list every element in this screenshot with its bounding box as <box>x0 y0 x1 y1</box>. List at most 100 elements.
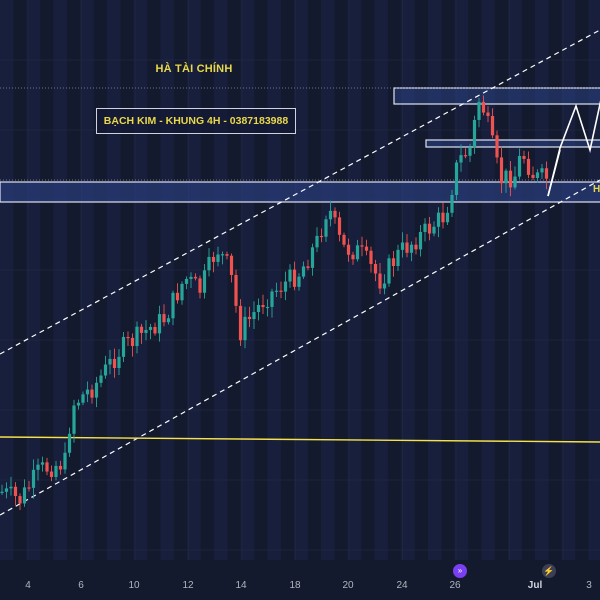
candle-body <box>211 256 216 262</box>
candle-body <box>490 116 495 136</box>
session-stripe <box>428 0 442 560</box>
candle-body <box>225 254 229 256</box>
resistance-zone-top[interactable] <box>393 87 600 105</box>
session-stripe <box>347 0 362 560</box>
candle-body <box>63 452 67 470</box>
candle-body <box>49 471 54 478</box>
candle-body <box>153 326 157 334</box>
candle-body <box>517 156 522 177</box>
candle-body <box>436 212 441 227</box>
candle-body <box>346 244 351 255</box>
info-text-box[interactable]: BẠCH KIM - KHUNG 4H - 0387183988 <box>96 108 296 134</box>
session-stripe <box>588 0 600 560</box>
candle-body <box>265 306 270 309</box>
candle-body <box>220 254 225 256</box>
candle-body <box>139 326 144 333</box>
session-stripe <box>454 0 469 560</box>
candle-body <box>135 326 139 347</box>
candle-body <box>544 168 549 179</box>
candle-body <box>432 226 436 234</box>
candle-body <box>472 119 477 148</box>
candle-body <box>481 101 486 113</box>
x-tick-label: 3 <box>586 580 592 591</box>
candle-body <box>261 304 265 308</box>
x-tick-label: 18 <box>289 580 301 591</box>
candle-body <box>31 469 36 488</box>
candle-body <box>130 337 135 347</box>
double-chevron-icon[interactable]: » <box>453 564 467 578</box>
candle-body <box>108 358 112 365</box>
session-stripe <box>0 0 14 560</box>
resistance-zone-mid[interactable] <box>425 139 600 148</box>
support-horizontal-line[interactable] <box>0 436 600 443</box>
candle-body <box>409 244 414 253</box>
support-zone[interactable] <box>0 181 600 203</box>
session-stripe <box>80 0 94 560</box>
candle-body <box>274 290 279 292</box>
x-tick-label: 6 <box>78 580 84 591</box>
candle-body <box>99 375 103 383</box>
candle-body <box>405 242 409 253</box>
session-stripe <box>321 0 335 560</box>
candle-body <box>499 157 504 184</box>
candle-body <box>342 234 346 245</box>
candle-body <box>351 254 355 260</box>
session-stripe <box>53 0 67 560</box>
candle-body <box>180 283 184 301</box>
channel-upper-line[interactable] <box>0 29 600 355</box>
candle-body <box>171 292 175 319</box>
candle-body <box>315 235 319 248</box>
zone-edge-label: H <box>593 184 600 195</box>
lightning-icon[interactable]: ⚡ <box>542 564 556 578</box>
candle-body <box>414 244 418 250</box>
candle-body <box>193 276 198 279</box>
candle-body <box>198 278 202 293</box>
candle-body <box>486 112 490 117</box>
candle-body <box>189 276 193 279</box>
candle-body <box>148 326 153 330</box>
candle-body <box>175 292 180 301</box>
candle-body <box>319 235 324 238</box>
candle-body <box>22 487 27 504</box>
candle-body <box>454 162 459 196</box>
session-stripe <box>26 0 41 560</box>
candle-body <box>445 212 450 223</box>
session-stripe <box>240 0 255 560</box>
candle-body <box>229 255 234 275</box>
candle-body <box>382 283 387 289</box>
session-stripe <box>481 0 495 560</box>
candle-body <box>337 217 342 235</box>
candle-body <box>301 266 306 277</box>
candle-body <box>369 250 373 264</box>
candle-body <box>292 269 297 287</box>
candle-body <box>427 223 432 234</box>
candle-body <box>396 249 400 267</box>
candle-body <box>535 172 540 178</box>
candle-body <box>13 486 18 497</box>
candle-body <box>54 465 58 478</box>
session-stripe <box>160 0 174 560</box>
x-tick-label: 20 <box>342 580 354 591</box>
candle-body <box>387 258 391 284</box>
candle-body <box>373 263 378 274</box>
candle-body <box>94 382 99 398</box>
candle-body <box>90 389 94 398</box>
candle-body <box>355 245 360 260</box>
candle-body <box>157 314 162 334</box>
candle-body <box>508 170 513 188</box>
candle-body <box>184 278 189 284</box>
candle-body <box>468 147 472 156</box>
candle-body <box>400 242 405 250</box>
x-tick-label: 24 <box>396 580 408 591</box>
channel-lower-line[interactable] <box>0 179 600 516</box>
candle-body <box>423 223 427 232</box>
candle-body <box>441 212 445 223</box>
candle-body <box>58 465 63 470</box>
chart-title-label[interactable]: HÀ TÀI CHÍNH <box>155 63 233 75</box>
candle-body <box>288 269 292 282</box>
candle-body <box>360 245 364 247</box>
candle-body <box>18 496 22 504</box>
projection-tail <box>547 149 561 197</box>
